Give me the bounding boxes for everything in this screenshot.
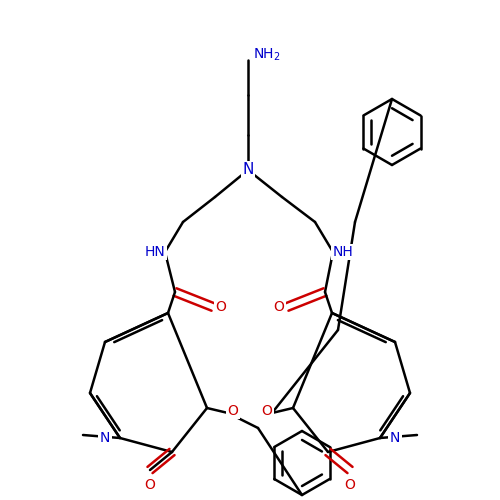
Text: O: O (262, 404, 272, 418)
Text: O: O (274, 300, 284, 314)
Text: O: O (344, 478, 356, 492)
Text: NH$_2$: NH$_2$ (253, 47, 281, 63)
Text: NH: NH (332, 245, 353, 259)
Text: O: O (144, 478, 156, 492)
Text: O: O (228, 404, 238, 418)
Text: N: N (242, 162, 254, 178)
Text: O: O (216, 300, 226, 314)
Text: HN: HN (144, 245, 166, 259)
Text: N: N (100, 431, 110, 445)
Text: N: N (390, 431, 400, 445)
